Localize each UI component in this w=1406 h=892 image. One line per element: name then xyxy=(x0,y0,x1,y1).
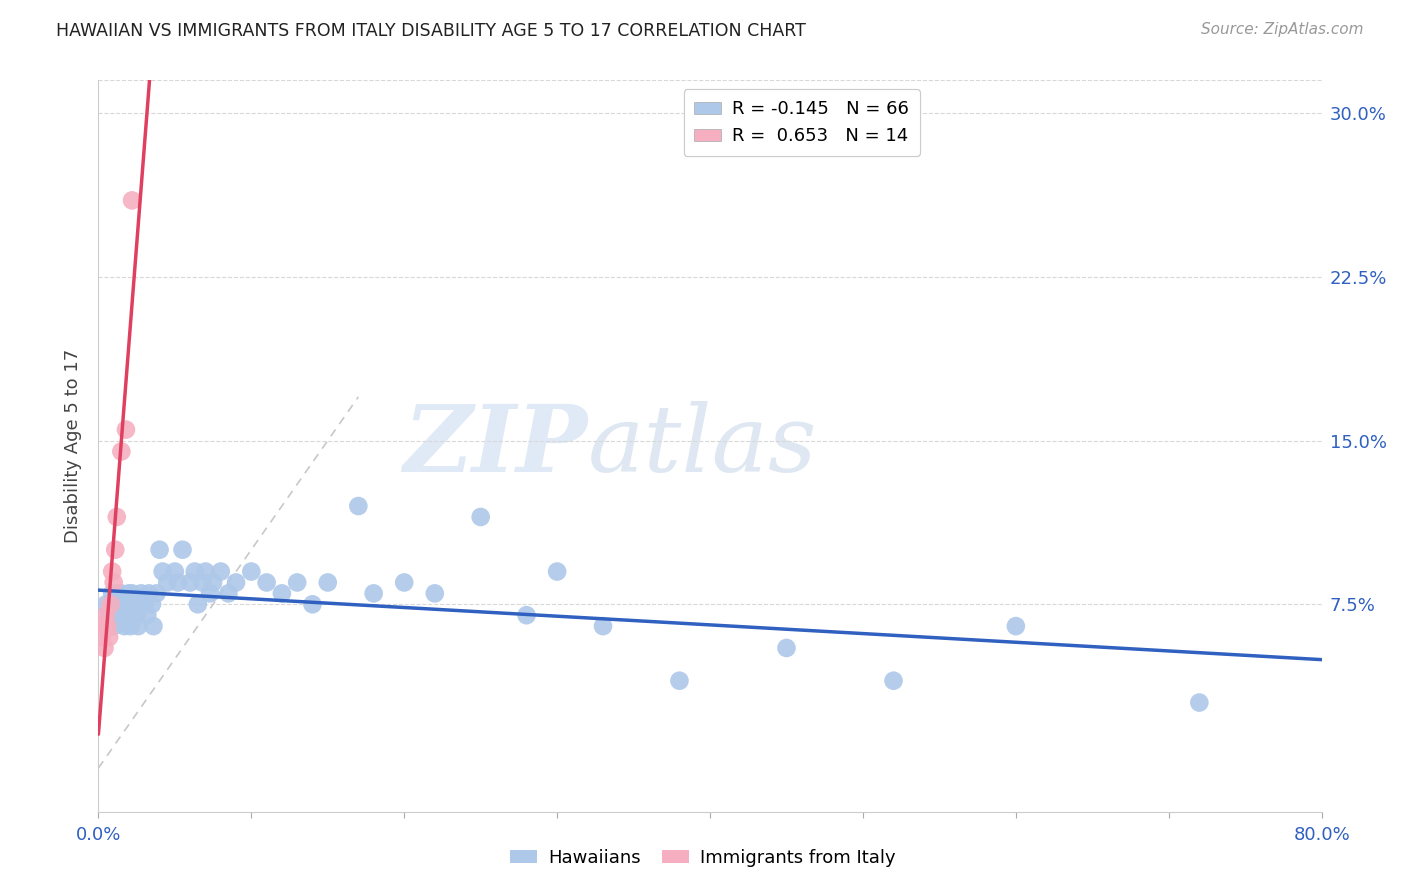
Point xyxy=(592,619,614,633)
Point xyxy=(115,423,138,437)
Point xyxy=(98,608,121,623)
Point xyxy=(101,586,124,600)
Point xyxy=(546,565,568,579)
Point xyxy=(316,575,339,590)
Point xyxy=(105,510,128,524)
Point xyxy=(103,619,125,633)
Point xyxy=(392,575,416,590)
Point xyxy=(104,542,127,557)
Point xyxy=(167,575,190,590)
Point xyxy=(93,640,115,655)
Point xyxy=(470,510,492,524)
Point xyxy=(347,499,370,513)
Point xyxy=(125,608,148,623)
Point xyxy=(94,608,117,623)
Text: HAWAIIAN VS IMMIGRANTS FROM ITALY DISABILITY AGE 5 TO 17 CORRELATION CHART: HAWAIIAN VS IMMIGRANTS FROM ITALY DISABI… xyxy=(56,22,806,40)
Point xyxy=(100,597,122,611)
Point xyxy=(97,619,120,633)
Point xyxy=(363,586,385,600)
Point xyxy=(179,575,201,590)
Point xyxy=(98,630,121,644)
Point xyxy=(91,619,114,633)
Point xyxy=(163,565,186,579)
Point xyxy=(202,575,225,590)
Point xyxy=(285,575,308,590)
Point xyxy=(883,673,905,688)
Point xyxy=(118,586,141,600)
Point xyxy=(122,608,145,623)
Point xyxy=(125,597,148,611)
Point xyxy=(209,565,232,579)
Legend: Hawaiians, Immigrants from Italy: Hawaiians, Immigrants from Italy xyxy=(503,842,903,874)
Point xyxy=(152,565,174,579)
Point xyxy=(516,608,538,623)
Point xyxy=(184,565,207,579)
Point xyxy=(194,565,217,579)
Point xyxy=(423,586,446,600)
Point xyxy=(138,586,160,600)
Point xyxy=(134,597,156,611)
Point xyxy=(172,542,194,557)
Point xyxy=(111,608,134,623)
Point xyxy=(225,575,247,590)
Point xyxy=(100,619,122,633)
Point xyxy=(668,673,690,688)
Point xyxy=(217,586,239,600)
Point xyxy=(256,575,278,590)
Point xyxy=(105,586,128,600)
Y-axis label: Disability Age 5 to 17: Disability Age 5 to 17 xyxy=(65,349,83,543)
Point xyxy=(1004,619,1026,633)
Point xyxy=(107,597,129,611)
Point xyxy=(1188,696,1211,710)
Point xyxy=(101,565,124,579)
Point xyxy=(127,619,149,633)
Point xyxy=(128,597,150,611)
Point xyxy=(156,575,179,590)
Point xyxy=(110,586,132,600)
Point xyxy=(145,586,167,600)
Text: Source: ZipAtlas.com: Source: ZipAtlas.com xyxy=(1201,22,1364,37)
Point xyxy=(240,565,263,579)
Point xyxy=(136,608,159,623)
Point xyxy=(103,608,125,623)
Point xyxy=(198,586,221,600)
Point xyxy=(115,597,138,611)
Point xyxy=(142,619,165,633)
Text: ZIP: ZIP xyxy=(404,401,588,491)
Point xyxy=(110,444,132,458)
Point xyxy=(94,597,117,611)
Point xyxy=(191,575,214,590)
Point xyxy=(117,608,139,623)
Point xyxy=(121,194,143,208)
Point xyxy=(120,619,142,633)
Point xyxy=(90,630,112,644)
Point xyxy=(103,575,125,590)
Point xyxy=(121,586,143,600)
Point xyxy=(187,597,209,611)
Point xyxy=(112,619,135,633)
Point xyxy=(301,597,323,611)
Point xyxy=(141,597,163,611)
Legend: R = -0.145   N = 66, R =  0.653   N = 14: R = -0.145 N = 66, R = 0.653 N = 14 xyxy=(683,89,920,156)
Point xyxy=(118,597,141,611)
Point xyxy=(775,640,797,655)
Text: atlas: atlas xyxy=(588,401,817,491)
Point xyxy=(270,586,292,600)
Point xyxy=(103,597,125,611)
Point xyxy=(129,586,152,600)
Point xyxy=(149,542,172,557)
Point xyxy=(110,597,132,611)
